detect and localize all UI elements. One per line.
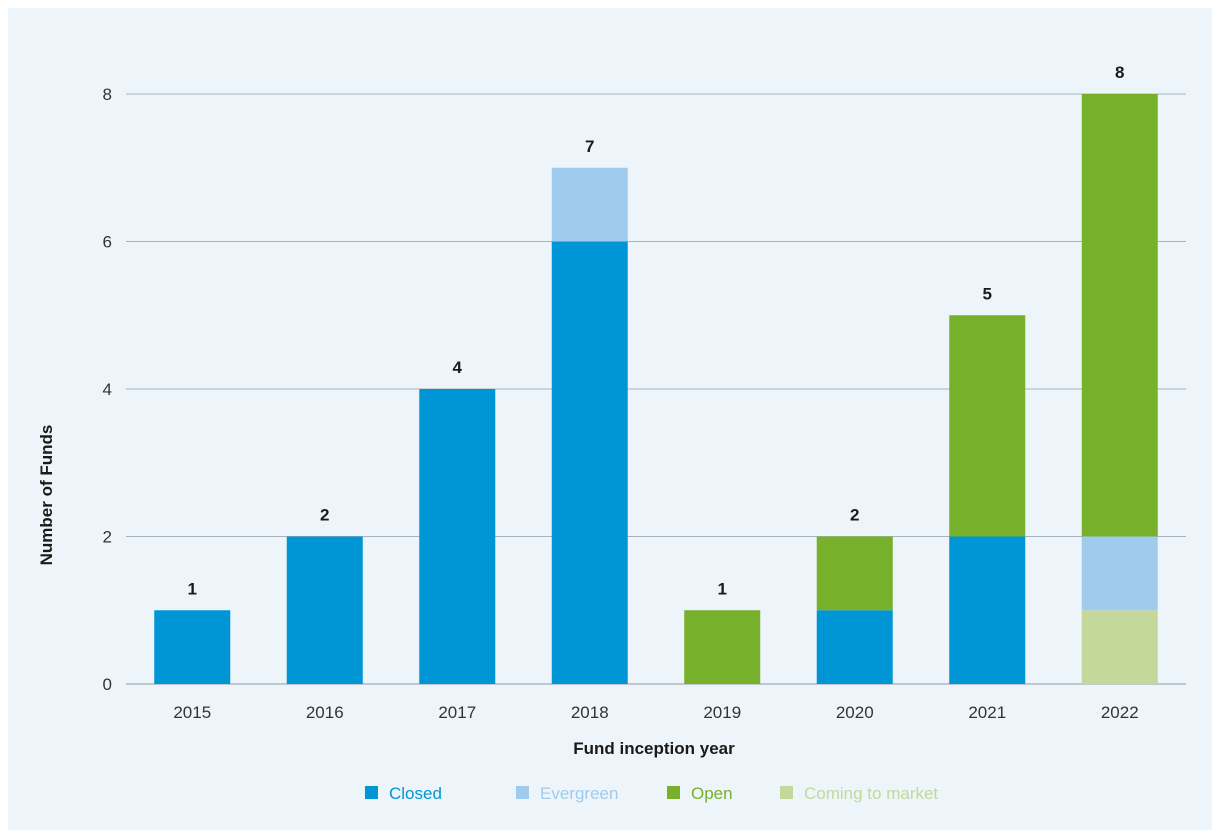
x-tick-label: 2019 xyxy=(703,703,741,722)
legend-swatch-open xyxy=(667,786,680,799)
bars xyxy=(154,94,1158,684)
bar-segment-open xyxy=(1081,94,1158,537)
x-tick-label: 2018 xyxy=(571,703,609,722)
legend: Closed Evergreen Open Coming to market xyxy=(365,784,938,803)
y-tick-label: 0 xyxy=(103,675,112,694)
x-tick-label: 2021 xyxy=(968,703,1006,722)
x-tick-label: 2017 xyxy=(438,703,476,722)
legend-swatch-evergreen xyxy=(516,786,529,799)
gridlines xyxy=(126,93,1186,685)
bar-segment-open xyxy=(684,610,761,684)
bar-segment-open xyxy=(949,315,1026,537)
bar-total-label: 1 xyxy=(188,579,197,598)
legend-label: Evergreen xyxy=(540,784,618,803)
labels: 0 2 4 6 8 1 2015 2 2016 4 2017 7 2018 1 2019 2 2020 5 2021… xyxy=(103,63,1139,722)
bar-total-label: 7 xyxy=(585,137,594,156)
bar-segment-closed xyxy=(551,241,628,684)
bar-segment-coming-to-market xyxy=(1081,610,1158,684)
bar-total-label: 2 xyxy=(850,506,859,525)
bar-segment-evergreen xyxy=(551,167,628,242)
legend-label: Closed xyxy=(389,784,442,803)
x-tick-label: 2016 xyxy=(306,703,344,722)
chart-panel: 0 2 4 6 8 1 2015 2 2016 4 2017 7 2018 1 2019 2 2020 5 2021… xyxy=(8,8,1212,830)
bar-segment-evergreen xyxy=(1081,536,1158,611)
bar-segment-open xyxy=(816,536,893,611)
y-tick-label: 6 xyxy=(103,233,112,252)
stacked-bar-chart: 0 2 4 6 8 1 2015 2 2016 4 2017 7 2018 1 2019 2 2020 5 2021… xyxy=(37,63,1186,803)
bar-segment-closed xyxy=(816,610,893,684)
bar-total-label: 8 xyxy=(1115,63,1124,82)
bar-segment-closed xyxy=(286,536,363,684)
legend-swatch-closed xyxy=(365,786,378,799)
legend-label: Coming to market xyxy=(804,784,938,803)
y-tick-label: 2 xyxy=(103,528,112,547)
x-axis-title: Fund inception year xyxy=(573,739,735,758)
bar-total-label: 1 xyxy=(718,579,727,598)
bar-segment-closed xyxy=(949,536,1026,684)
x-tick-label: 2015 xyxy=(173,703,211,722)
bar-segment-closed xyxy=(154,610,231,684)
legend-label: Open xyxy=(691,784,733,803)
bar-total-label: 4 xyxy=(453,358,463,377)
y-tick-label: 8 xyxy=(103,85,112,104)
bar-total-label: 5 xyxy=(983,284,992,303)
bar-total-label: 2 xyxy=(320,506,329,525)
legend-swatch-coming-to-market xyxy=(780,786,793,799)
y-axis-title: Number of Funds xyxy=(37,425,56,566)
x-tick-label: 2020 xyxy=(836,703,874,722)
x-tick-label: 2022 xyxy=(1101,703,1139,722)
bar-segment-closed xyxy=(419,389,496,684)
y-tick-label: 4 xyxy=(103,380,112,399)
